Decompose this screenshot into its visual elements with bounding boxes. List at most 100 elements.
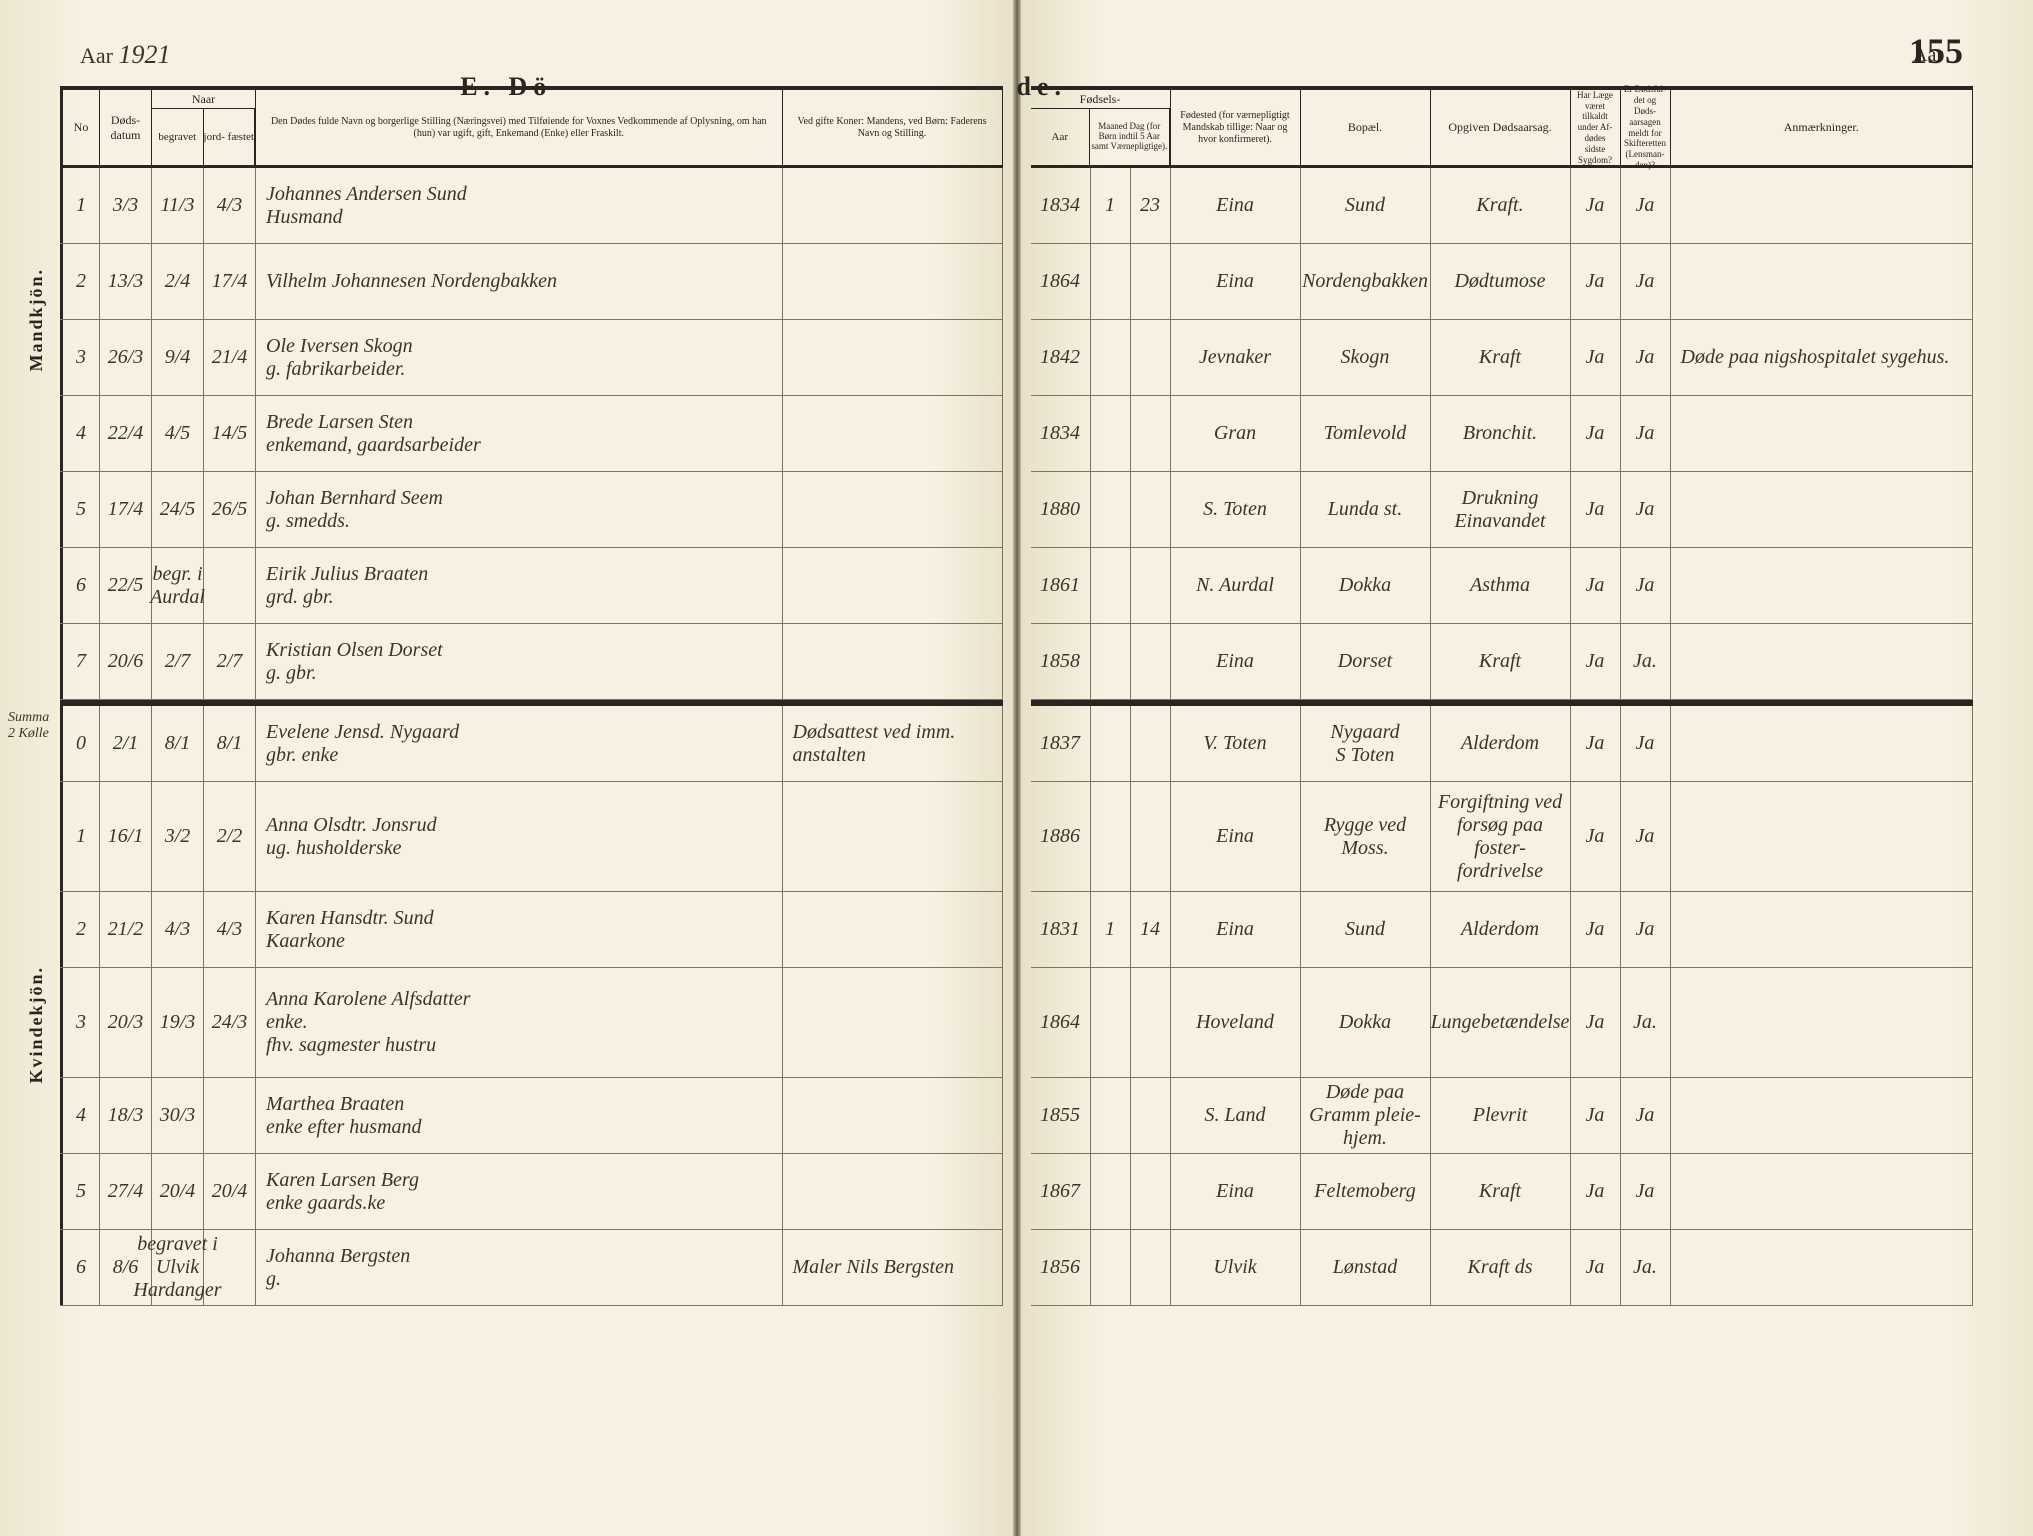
burial-date: begravet i Ulvik Hardanger (152, 1230, 204, 1305)
table-row: 1842JevnakerSkognKraftJaJaDøde paa nigsh… (1031, 320, 1974, 396)
reported: Ja. (1621, 1230, 1671, 1305)
birth-month (1091, 1078, 1131, 1153)
burial-date: begr. i Aurdal (152, 548, 204, 623)
burial-date: 8/1 (152, 706, 204, 781)
death-date: 3/3 (100, 168, 152, 243)
death-date: 13/3 (100, 244, 152, 319)
table-row: 1864EinaNordengbakkenDødtumoseJaJa (1031, 244, 1974, 320)
heading-right: de. (1013, 72, 2026, 102)
row-no: 1 (60, 782, 100, 891)
table-row: 213/32/417/4Vilhelm Johannesen Nordengba… (60, 244, 1003, 320)
relations (783, 320, 1003, 395)
doctor-called: Ja (1571, 892, 1621, 967)
burial-date: 24/5 (152, 472, 204, 547)
death-date: 26/3 (100, 320, 152, 395)
table-row: 116/13/22/2Anna Olsdtr. Jonsrud ug. hush… (60, 782, 1003, 892)
row-no: 6 (60, 1230, 100, 1305)
birthplace: Hoveland (1171, 968, 1301, 1077)
birth-year: 1855 (1031, 1078, 1091, 1153)
table-row: 1837V. TotenNygaard S TotenAlderdomJaJa (1031, 706, 1974, 782)
consecration-date: 4/3 (204, 168, 256, 243)
cause-of-death: Kraft (1431, 320, 1571, 395)
birth-day (1131, 1154, 1171, 1229)
birth-month (1091, 320, 1131, 395)
death-date: 27/4 (100, 1154, 152, 1229)
relations (783, 244, 1003, 319)
consecration-date: 2/7 (204, 624, 256, 699)
table-row: 1861N. AurdalDokkaAsthmaJaJa (1031, 548, 1974, 624)
section-k-label: Kvindekjön. (26, 966, 47, 1084)
remarks (1671, 706, 1974, 781)
birthplace: Eina (1171, 244, 1301, 319)
reported: Ja (1621, 320, 1671, 395)
birthplace: S. Land (1171, 1078, 1301, 1153)
birth-day (1131, 1078, 1171, 1153)
row-no: 4 (60, 396, 100, 471)
cause-of-death: Kraft ds (1431, 1230, 1571, 1305)
year-value: 1921 (118, 40, 170, 69)
birth-month (1091, 1230, 1131, 1305)
reported: Ja (1621, 168, 1671, 243)
deceased-name: Ole Iversen Skogn g. fabrikarbeider. (256, 320, 783, 395)
relations (783, 968, 1003, 1077)
death-date: 18/3 (100, 1078, 152, 1153)
cause-of-death: Bronchit. (1431, 396, 1571, 471)
birth-year: 1880 (1031, 472, 1091, 547)
deceased-name: Karen Hansdtr. Sund Kaarkone (256, 892, 783, 967)
consecration-date: 24/3 (204, 968, 256, 1077)
table-row: 418/330/3Marthea Braaten enke efter husm… (60, 1078, 1003, 1154)
cause-of-death: Dødtumose (1431, 244, 1571, 319)
birth-year: 1864 (1031, 244, 1091, 319)
relations (783, 1078, 1003, 1153)
residence: Skogn (1301, 320, 1431, 395)
birthplace: Eina (1171, 624, 1301, 699)
residence: Nordengbakken (1301, 244, 1431, 319)
death-date: 20/6 (100, 624, 152, 699)
birth-day (1131, 320, 1171, 395)
death-date: 16/1 (100, 782, 152, 891)
consecration-date (204, 548, 256, 623)
birth-day (1131, 624, 1171, 699)
reported: Ja (1621, 396, 1671, 471)
relations (783, 396, 1003, 471)
residence: Sund (1301, 892, 1431, 967)
consecration-date (204, 1230, 256, 1305)
burial-date: 4/3 (152, 892, 204, 967)
year-label: Aar (80, 43, 113, 68)
consecration-date: 20/4 (204, 1154, 256, 1229)
cause-of-death: Forgiftning ved forsøg paa foster- fordr… (1431, 782, 1571, 891)
death-date: 21/2 (100, 892, 152, 967)
residence: Dokka (1301, 548, 1431, 623)
row-no: 3 (60, 320, 100, 395)
table-row: 1855S. LandDøde paa Gramm pleie- hjem.Pl… (1031, 1078, 1974, 1154)
doctor-called: Ja (1571, 1154, 1621, 1229)
birthplace: Eina (1171, 782, 1301, 891)
birth-month (1091, 968, 1131, 1077)
birth-month (1091, 396, 1131, 471)
table-row: 720/62/72/7Kristian Olsen Dorset g. gbr. (60, 624, 1003, 700)
table-row: 622/5begr. i AurdalEirik Julius Braaten … (60, 548, 1003, 624)
relations (783, 892, 1003, 967)
cause-of-death: Lungebetændelse (1431, 968, 1571, 1077)
birth-month (1091, 244, 1131, 319)
hdr-aar: Aar (1031, 109, 1091, 165)
birth-month (1091, 782, 1131, 891)
birth-day (1131, 548, 1171, 623)
reported: Ja. (1621, 624, 1671, 699)
reported: Ja (1621, 244, 1671, 319)
deceased-name: Johannes Andersen Sund Husmand (256, 168, 783, 243)
remarks (1671, 472, 1974, 547)
cause-of-death: Asthma (1431, 548, 1571, 623)
doctor-called: Ja (1571, 244, 1621, 319)
doctor-called: Ja (1571, 782, 1621, 891)
summary-label: Summa 2 Kølle (8, 710, 49, 742)
birth-year: 1867 (1031, 1154, 1091, 1229)
cause-of-death: Alderdom (1431, 706, 1571, 781)
deceased-name: Kristian Olsen Dorset g. gbr. (256, 624, 783, 699)
row-no: 7 (60, 624, 100, 699)
deceased-name: Evelene Jensd. Nygaard gbr. enke (256, 706, 783, 781)
heading-left: E. Dö (0, 72, 1013, 102)
relations (783, 548, 1003, 623)
reported: Ja (1621, 706, 1671, 781)
birthplace: Gran (1171, 396, 1301, 471)
